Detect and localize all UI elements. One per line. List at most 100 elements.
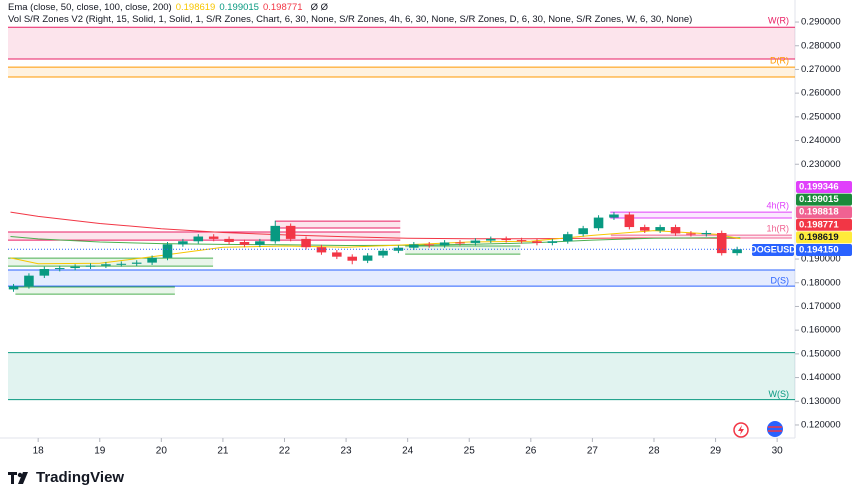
candle-body [224,238,234,242]
ema-line [10,230,741,265]
sr-zone-label: 4h(R) [766,201,789,211]
sr-zone-label: W(S) [769,389,790,399]
candle-body [593,217,604,229]
y-tick-label: 0.240000 [801,135,841,146]
ema-value: 0.198619 [175,2,216,13]
candle-body [578,228,588,235]
price-badge [796,231,852,244]
candle-body [701,232,712,235]
candle-body [655,227,665,231]
ema-legend: Ema (close, 50, close, 100, close, 200) 0… [8,2,332,13]
x-tick-label: 28 [648,446,660,457]
price-badge [796,206,852,219]
candle-body [85,265,96,267]
candle-body [301,238,311,248]
logo-text: TradingView [36,469,124,485]
price-badge-value: 0.194150 [799,245,839,256]
candle-body [193,236,204,242]
candle-body [116,263,127,265]
y-tick-label: 0.190000 [801,254,841,265]
sr-zone-label: D(S) [771,275,790,285]
candle-body [24,275,34,287]
candle-body [162,244,173,258]
x-tick-label: 22 [279,446,291,457]
sr-zone [8,232,401,241]
price-badge [796,193,852,206]
candle-body [347,256,358,261]
x-tick-label: 21 [217,446,229,457]
candle-body [486,238,496,241]
x-tick-label: 19 [94,446,106,457]
price-badge [796,218,852,231]
price-badge [796,244,852,256]
y-tick-label: 0.290000 [801,17,841,28]
y-tick-label: 0.280000 [801,40,841,51]
price-badge-value: 0.198619 [799,232,839,243]
y-tick-label: 0.130000 [801,396,841,407]
ema-value: 0.199015 [219,2,259,13]
logo [8,472,28,484]
sr-zone [610,212,792,219]
candle-body [439,242,450,246]
zones-legend: Vol S/R Zones V2 (Right, 15, Solid, 1, S… [8,14,696,25]
candle-body [562,234,573,242]
price-badge-value: 0.199015 [799,194,839,205]
candle-body [624,214,635,228]
candle-body [670,227,681,234]
candle-body [409,244,419,248]
y-tick-label: 0.150000 [801,348,841,359]
y-tick-label: 0.230000 [801,159,841,170]
y-tick-label: 0.120000 [801,419,841,430]
ema-line [10,236,741,247]
x-tick-label: 18 [33,446,45,457]
candle-body [239,241,250,245]
candle-body [101,264,111,266]
x-tick-label: 20 [156,446,168,457]
sr-zone [275,221,401,229]
symbol-badge-label: DOGEUSD [750,244,796,254]
price-badge [796,181,852,193]
candle-body [70,266,80,269]
candle-body [424,244,434,246]
candle-body [501,238,511,241]
y-tick-label: 0.170000 [801,301,841,312]
y-tick-label: 0.250000 [801,111,841,122]
candle-body [455,242,465,244]
x-tick-label: 25 [464,446,476,457]
price-badge-value: 0.198771 [799,219,839,230]
zones-title: Vol S/R Zones V2 (Right, 15, Solid, 1, S… [8,14,693,25]
candle-body [255,241,265,245]
y-tick-label: 0.180000 [801,277,841,288]
sr-zone [610,235,792,238]
candle-body [332,252,342,257]
price-badge-value: 0.199346 [799,182,839,193]
x-tick-label: 30 [772,446,784,457]
candle-body [316,247,327,253]
sr-zone [8,67,795,78]
x-tick-label: 26 [525,446,537,457]
candle-body [686,233,696,235]
candle-body [285,225,296,239]
candle-body [732,249,742,254]
candle-body [378,250,388,256]
sr-zone [8,269,795,287]
x-tick-label: 29 [710,446,722,457]
candle-body [639,227,650,231]
candle-body [208,236,219,239]
y-tick-label: 0.270000 [801,64,841,75]
candle-body [178,241,188,245]
candle-body [716,232,727,254]
ema-title: Ema (close, 50, close, 100, close, 200) [8,2,172,13]
candle-body [131,262,142,264]
sr-zone-label: D(R) [770,55,789,65]
candle-body [362,255,373,261]
x-tick-label: 23 [341,446,353,457]
event-icons [733,421,783,438]
candle-body [470,240,481,243]
price-badge-value: 0.198818 [799,207,839,218]
candle-body [8,286,19,290]
candle-body [532,241,542,243]
sr-zone [8,27,795,60]
candle-body [39,269,50,276]
y-tick-label: 0.260000 [801,88,841,99]
